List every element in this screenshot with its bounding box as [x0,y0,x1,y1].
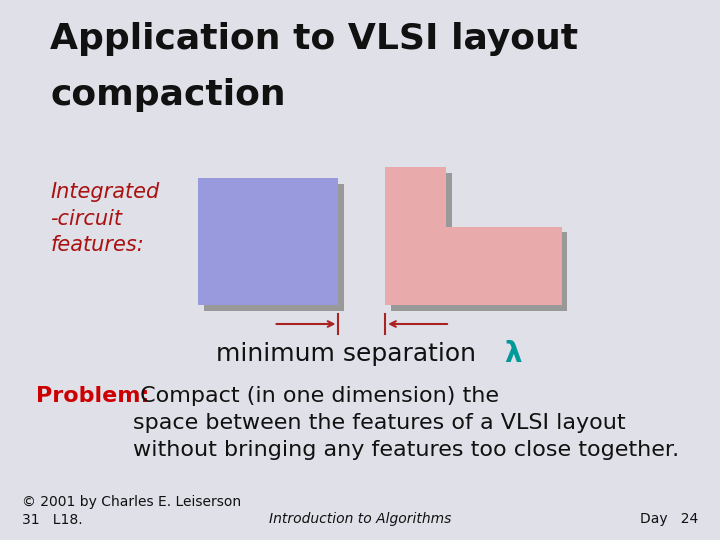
Text: Compact (in one dimension) the
space between the features of a VLSI layout
witho: Compact (in one dimension) the space bet… [133,386,680,461]
Text: Day   24: Day 24 [640,512,698,526]
Bar [198,178,338,305]
Text: minimum separation: minimum separation [216,342,484,366]
Text: λ: λ [504,340,521,368]
Text: Application to VLSI layout: Application to VLSI layout [50,22,579,56]
Text: Problem:: Problem: [36,386,149,406]
Text: Integrated
-circuit
features:: Integrated -circuit features: [50,183,160,255]
Text: compaction: compaction [50,78,286,112]
Bar [391,232,567,310]
Bar [204,184,344,310]
Text: Introduction to Algorithms: Introduction to Algorithms [269,512,451,526]
Text: © 2001 by Charles E. Leiserson
31   L18.: © 2001 by Charles E. Leiserson 31 L18. [22,495,240,526]
Bar [391,173,452,246]
Bar [385,227,562,305]
Bar [385,167,446,240]
